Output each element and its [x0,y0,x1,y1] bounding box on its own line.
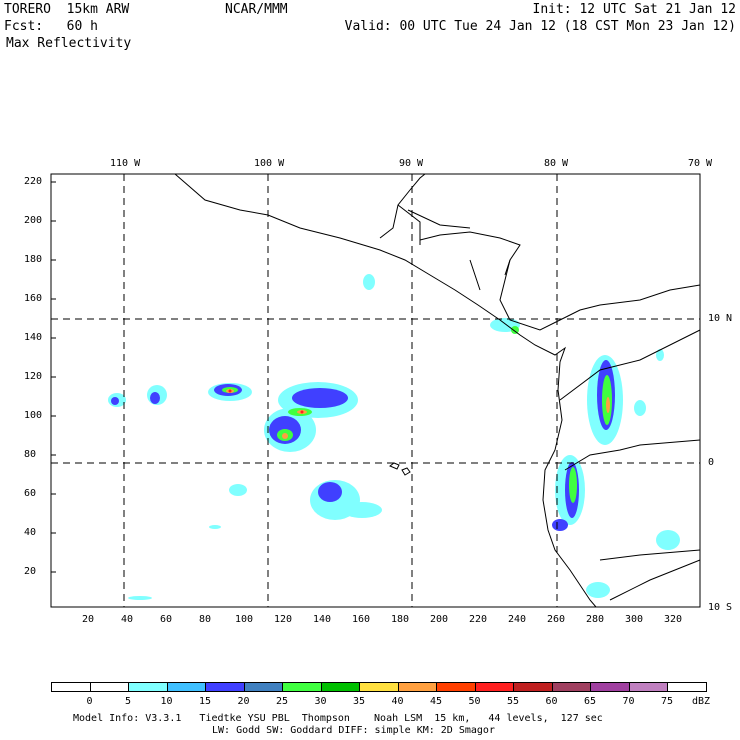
y-tick-label: 180 [24,254,43,265]
colorbar-label: 65 [584,696,597,707]
model-info: Model Info: V3.3.1 Tiedtke YSU PBL Thomp… [73,713,603,724]
colorbar-swatch [628,682,668,692]
lon-label: 70 W [688,158,713,169]
y-tick-label: 220 [24,176,43,187]
colorbar-swatch [551,682,591,692]
colorbar-swatch [51,682,91,692]
y-tick-label: 60 [24,488,37,499]
x-tick-label: 80 [199,614,212,625]
colorbar-swatch [359,682,399,692]
model-title: TORERO 15km ARW [4,2,130,17]
lon-label: 80 W [544,158,569,169]
axis-ticks [51,181,56,573]
colorbar-swatch [89,682,129,692]
lat-label: 10 S [708,602,733,613]
y-tick-label: 120 [24,371,43,382]
colorbar-label: 40 [391,696,404,707]
coastlines [174,173,701,608]
field-name: Max Reflectivity [6,36,132,51]
x-tick-label: 120 [274,614,293,625]
colorbar-swatch [436,682,476,692]
x-tick-label: 100 [235,614,254,625]
x-tick-label: 300 [625,614,644,625]
colorbar-label: 15 [199,696,212,707]
colorbar-swatch [397,682,437,692]
x-tick-label: 280 [586,614,605,625]
x-tick-label: 140 [313,614,332,625]
colorbar-label: 10 [160,696,173,707]
x-tick-label: 200 [430,614,449,625]
colorbar-unit: dBZ [692,696,711,707]
lat-label: 0 [708,457,715,468]
colorbar-swatch [513,682,553,692]
colorbar-label: 70 [622,696,635,707]
colorbar-label: 20 [237,696,250,707]
colorbar-swatch [282,682,322,692]
forecast-hour: Fcst: 60 h [4,19,98,34]
x-tick-label: 240 [508,614,527,625]
x-tick-label: 160 [352,614,371,625]
x-tick-label: 40 [121,614,134,625]
y-tick-label: 160 [24,293,43,304]
org-label: NCAR/MMM [225,2,288,17]
colorbar-swatch [590,682,630,692]
x-tick-label: 260 [547,614,566,625]
colorbar-label: 25 [276,696,289,707]
colorbar-swatch [166,682,206,692]
colorbar-label: 50 [468,696,481,707]
colorbar-swatch [320,682,360,692]
y-tick-label: 40 [24,527,37,538]
x-tick-label: 60 [160,614,173,625]
y-tick-label: 140 [24,332,43,343]
lat-label: 10 N [708,313,733,324]
y-tick-label: 20 [24,566,37,577]
x-tick-label: 220 [469,614,488,625]
colorbar-swatch [128,682,168,692]
x-tick-label: 180 [391,614,410,625]
reflectivity-field [108,274,680,600]
x-tick-label: 20 [82,614,95,625]
lon-label: 100 W [254,158,285,169]
x-tick-label: 320 [664,614,683,625]
y-tick-label: 200 [24,215,43,226]
colorbar-label: 55 [507,696,520,707]
init-time: Init: 12 UTC Sat 21 Jan 12 [532,2,737,17]
valid-time: Valid: 00 UTC Tue 24 Jan 12 (18 CST Mon … [344,19,736,34]
colorbar-label: 5 [125,696,132,707]
colorbar-swatch [243,682,283,692]
colorbar-label: 45 [430,696,443,707]
lon-label: 110 W [110,158,141,169]
colorbar-swatch [205,682,245,692]
y-tick-label: 80 [24,449,37,460]
y-tick-label: 100 [24,410,43,421]
colorbar-label: 35 [353,696,366,707]
physics-info: LW: Godd SW: Goddard DIFF: simple KM: 2D… [212,725,495,736]
colorbar-swatch [474,682,514,692]
plot-frame [50,173,701,608]
colorbar-swatch [667,682,707,692]
colorbar-label: 75 [661,696,674,707]
graticule [51,174,700,607]
lon-label: 90 W [399,158,424,169]
colorbar-label: 0 [86,696,93,707]
colorbar-label: 60 [545,696,558,707]
colorbar-label: 30 [314,696,327,707]
